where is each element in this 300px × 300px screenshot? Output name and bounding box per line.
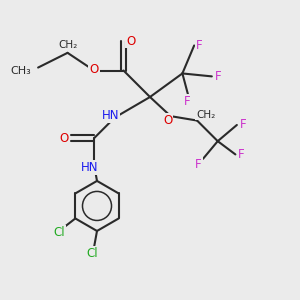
Text: CH₃: CH₃	[10, 66, 31, 76]
Text: O: O	[59, 132, 69, 145]
Text: Cl: Cl	[86, 247, 98, 260]
Text: HN: HN	[81, 160, 98, 174]
Text: F: F	[214, 70, 221, 83]
Text: F: F	[195, 158, 202, 171]
Text: Cl: Cl	[53, 226, 65, 239]
Text: O: O	[163, 114, 172, 127]
Text: O: O	[126, 34, 136, 48]
Text: O: O	[89, 62, 99, 76]
Text: CH₂: CH₂	[196, 110, 216, 120]
Text: HN: HN	[101, 109, 119, 122]
Text: CH₂: CH₂	[58, 40, 77, 50]
Text: F: F	[196, 39, 203, 52]
Text: F: F	[239, 118, 246, 131]
Text: F: F	[238, 148, 244, 161]
Text: F: F	[184, 95, 190, 108]
